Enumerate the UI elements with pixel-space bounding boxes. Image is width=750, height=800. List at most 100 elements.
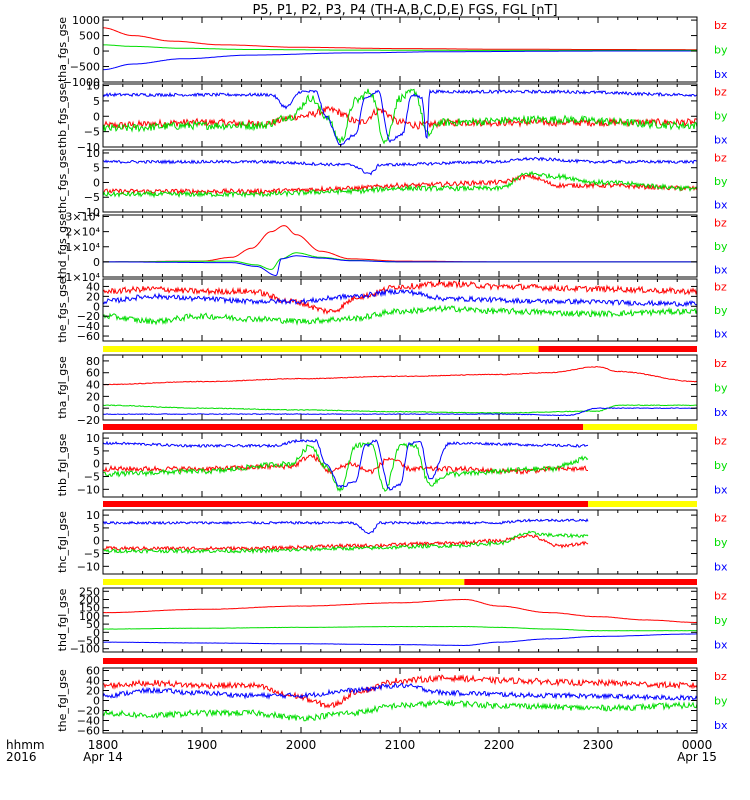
y-tick-label: −500: [70, 61, 100, 74]
status-strip: [103, 658, 697, 664]
y-tick-label: 40: [86, 280, 100, 293]
y-tick-label: −20: [77, 414, 100, 427]
legend-bx: bx: [714, 483, 728, 496]
legend-bx: bx: [714, 638, 728, 651]
y-tick-label: −50: [77, 635, 100, 648]
figure-title: P5, P1, P2, P3, P4 (TH-A,B,C,D,E) FGS, F…: [252, 3, 557, 18]
y-tick-label: 500: [79, 30, 100, 43]
x-tick-sublabel: Apr 14: [83, 750, 123, 764]
legend-by: by: [714, 240, 728, 253]
legend-bz: bz: [714, 512, 727, 525]
panel-frame: [102, 667, 698, 734]
status-strip: [103, 501, 697, 507]
panel-thc-fgs-gse: 10 50 −5 −10 thc_fgs_gse bz by bx: [56, 147, 728, 219]
y-tick-label: −5: [84, 126, 100, 139]
series-bx-line: [103, 633, 697, 647]
panel-frame: [102, 587, 698, 653]
y-tick-label: −20: [77, 705, 100, 718]
y-tick-label: 150: [79, 602, 100, 615]
y-tick-label: −40: [77, 715, 100, 728]
y-tick-label: −60: [77, 330, 100, 343]
y-axis-label: tha_fgs_gse: [56, 17, 69, 82]
series-by-line: [103, 170, 697, 199]
status-strip: [103, 579, 697, 585]
y-tick-label: 3×10⁴: [65, 211, 100, 224]
series-bz-line: [103, 598, 697, 624]
y-tick-label: −1×10⁴: [56, 271, 100, 284]
series-bz-line: [103, 172, 697, 196]
strip-segment-red: [103, 501, 589, 507]
legend-bz: bz: [714, 151, 727, 164]
legend-by: by: [714, 536, 728, 549]
y-tick-label: 10: [86, 147, 100, 160]
panel-frame: [102, 214, 698, 278]
y-tick-label: 0: [93, 45, 100, 58]
y-tick-label: 0: [93, 402, 100, 415]
y-tick-label: 0: [93, 110, 100, 123]
y-axis-label: thd_fgs_gse: [56, 213, 69, 279]
y-tick-label: −10: [77, 141, 100, 154]
x-tick-label: 1800: [88, 738, 119, 752]
legend-by: by: [714, 695, 728, 708]
legend-bz: bz: [714, 19, 727, 32]
strip-segment-red: [538, 346, 697, 352]
x-tick-label: 2300: [583, 738, 614, 752]
series-bz-line: [103, 27, 697, 51]
y-tick-label: 100: [79, 610, 100, 623]
y-tick-label: −5: [84, 191, 100, 204]
series-bz-line: [103, 105, 697, 130]
y-axis-label: the_fgl_gse: [56, 669, 69, 732]
y-tick-label: 0: [93, 176, 100, 189]
series-by-line: [103, 699, 697, 722]
y-tick-label: 0: [93, 695, 100, 708]
series-bx-line: [103, 287, 697, 308]
panel-frame: [102, 354, 698, 421]
series-bz-line: [103, 673, 697, 709]
legend-bx: bx: [714, 133, 728, 146]
y-axis-label: the_fgs_gse: [56, 277, 69, 342]
y-tick-label: 60: [86, 367, 100, 380]
series-by-line: [103, 441, 589, 493]
legend-bz: bz: [714, 590, 727, 603]
y-tick-label: 2×10⁴: [65, 226, 100, 239]
series-by-line: [103, 44, 697, 51]
status-strip: [103, 346, 697, 352]
y-tick-label: −1000: [63, 76, 100, 89]
y-tick-label: 40: [86, 675, 100, 688]
legend-bx: bx: [714, 199, 728, 212]
y-tick-label: 80: [86, 355, 100, 368]
series-bx-line: [103, 682, 697, 702]
y-tick-label: 1000: [72, 14, 100, 27]
y-tick-label: −60: [77, 725, 100, 738]
legend-by: by: [714, 175, 728, 188]
y-tick-label: 0: [93, 256, 100, 269]
series-by-line: [103, 304, 697, 326]
y-axis-label: thc_fgl_gse: [56, 511, 69, 573]
series-bz-line: [103, 225, 697, 263]
legend-bx: bx: [714, 406, 728, 419]
legend-by: by: [714, 304, 728, 317]
series-by-line: [103, 625, 697, 632]
x-tick-label: 2200: [484, 738, 515, 752]
y-tick-label: 40: [86, 379, 100, 392]
y-tick-label: −5: [84, 548, 100, 561]
series-bx-line: [103, 50, 697, 71]
y-tick-label: 50: [86, 618, 100, 631]
legend-bz: bz: [714, 86, 727, 99]
legend-bx: bx: [714, 560, 728, 573]
y-tick-label: 5: [93, 445, 100, 458]
y-tick-label: 0: [93, 535, 100, 548]
y-tick-label: 0: [93, 458, 100, 471]
legend-by: by: [714, 44, 728, 57]
y-tick-label: 0: [93, 626, 100, 639]
legend-by: by: [714, 614, 728, 627]
legend-bz: bz: [714, 280, 727, 293]
y-tick-label: 250: [79, 585, 100, 598]
